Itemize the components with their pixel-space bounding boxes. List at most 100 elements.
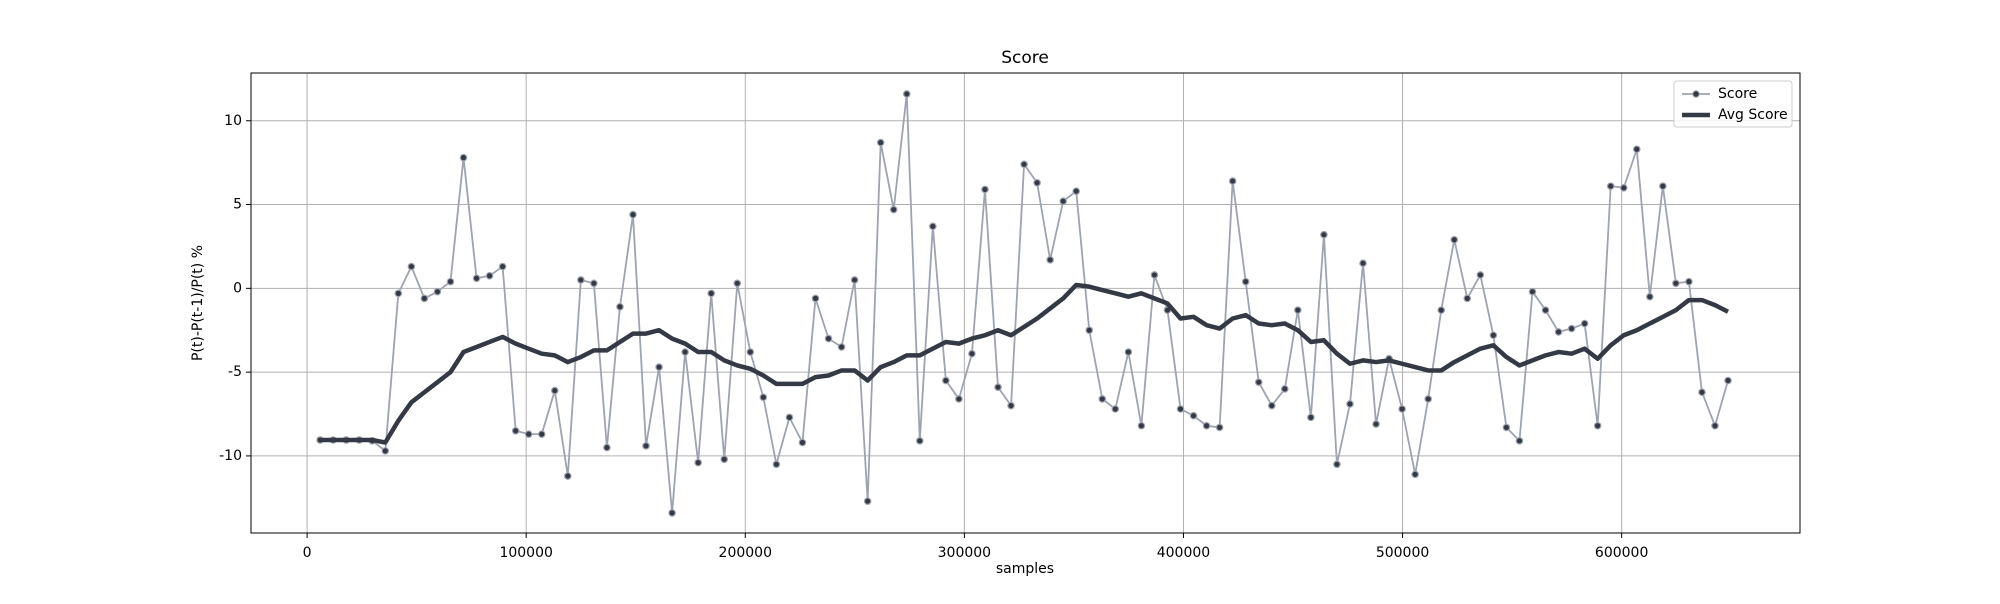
data-point xyxy=(1267,401,1276,410)
data-point xyxy=(668,509,676,517)
series-line xyxy=(320,282,1730,445)
data-point xyxy=(1372,420,1380,428)
data-point xyxy=(1398,405,1406,413)
data-point xyxy=(694,458,702,467)
data-point xyxy=(1619,183,1628,192)
data-point xyxy=(1411,470,1419,479)
data-point xyxy=(1124,348,1133,356)
data-point xyxy=(968,349,976,358)
x-tick-label: 400000 xyxy=(1157,545,1210,561)
data-point xyxy=(1554,328,1563,336)
legend: Score Avg Score xyxy=(1673,80,1793,128)
x-tick-label: 100000 xyxy=(499,545,552,561)
data-point xyxy=(785,413,794,422)
series-line xyxy=(320,93,1729,514)
data-point xyxy=(485,271,494,280)
data-point xyxy=(1150,271,1159,279)
x-tick-label: 0 xyxy=(303,545,312,561)
data-point xyxy=(1437,306,1446,314)
data-point xyxy=(1072,187,1081,195)
data-point xyxy=(407,262,416,271)
data-point xyxy=(1307,413,1315,422)
data-point xyxy=(577,276,585,284)
data-point xyxy=(1294,306,1302,314)
data-point xyxy=(1254,378,1263,386)
data-point xyxy=(1502,423,1511,432)
data-point xyxy=(1033,178,1041,187)
data-point xyxy=(603,443,611,452)
data-point xyxy=(772,460,781,469)
data-point xyxy=(1111,405,1120,413)
data-point xyxy=(1320,230,1328,239)
data-point xyxy=(1228,177,1237,185)
data-point xyxy=(1241,277,1250,286)
data-point xyxy=(1059,197,1067,205)
y-tick-label: 0 xyxy=(233,280,242,296)
data-point xyxy=(1020,160,1028,169)
data-point xyxy=(472,274,481,283)
data-point xyxy=(1280,385,1289,393)
x-tick-label: 200000 xyxy=(719,545,772,561)
data-point xyxy=(1424,395,1432,403)
data-point xyxy=(1489,331,1498,340)
legend-label: Score xyxy=(1718,86,1757,102)
data-point xyxy=(902,90,911,98)
x-tick-label: 300000 xyxy=(938,545,991,561)
data-point xyxy=(433,287,442,296)
data-point xyxy=(811,294,820,303)
data-point xyxy=(1007,401,1015,410)
data-point xyxy=(1046,256,1054,264)
data-point xyxy=(1176,405,1185,413)
data-point xyxy=(1580,319,1589,328)
data-point xyxy=(850,276,859,284)
data-point xyxy=(564,472,572,480)
data-point xyxy=(994,383,1002,392)
data-point xyxy=(1085,326,1094,335)
y-axis-label: P(t)-P(t-1)/P(t) % xyxy=(190,245,206,361)
data-point xyxy=(1137,421,1146,430)
data-point xyxy=(889,205,898,214)
data-point xyxy=(707,289,716,298)
data-point xyxy=(655,363,663,371)
data-point xyxy=(681,348,689,356)
data-point xyxy=(1515,437,1524,445)
data-point xyxy=(616,302,624,311)
y-tick-label: 10 xyxy=(224,113,242,129)
data-point xyxy=(1711,421,1719,430)
data-point xyxy=(1672,279,1680,288)
data-point xyxy=(1541,306,1550,314)
data-point xyxy=(1593,421,1602,430)
data-point xyxy=(955,395,963,403)
data-point xyxy=(1333,460,1341,469)
data-point xyxy=(420,294,429,303)
data-point xyxy=(942,376,950,385)
data-point xyxy=(1632,145,1641,154)
data-point xyxy=(863,497,872,505)
data-point xyxy=(837,343,846,351)
data-point xyxy=(524,430,533,438)
data-point xyxy=(537,430,546,438)
data-point xyxy=(446,277,455,286)
x-tick-label: 600000 xyxy=(1595,545,1648,561)
data-point xyxy=(1646,292,1654,301)
data-point xyxy=(1698,388,1706,397)
data-point xyxy=(1346,400,1354,408)
data-point xyxy=(720,455,729,464)
data-point xyxy=(1659,182,1667,190)
data-point xyxy=(1359,259,1367,268)
data-point xyxy=(824,334,833,343)
data-point xyxy=(381,447,390,455)
data-point xyxy=(1098,395,1107,403)
data-point xyxy=(1189,411,1198,420)
data-point xyxy=(590,279,598,288)
data-point xyxy=(1463,294,1472,303)
data-point xyxy=(550,386,559,395)
data-point xyxy=(1215,423,1224,432)
data-point xyxy=(498,262,507,271)
data-point xyxy=(1528,287,1537,296)
data-point xyxy=(746,348,755,356)
data-point xyxy=(1685,277,1693,286)
y-tick-label: 5 xyxy=(233,197,242,213)
data-point xyxy=(759,393,768,402)
